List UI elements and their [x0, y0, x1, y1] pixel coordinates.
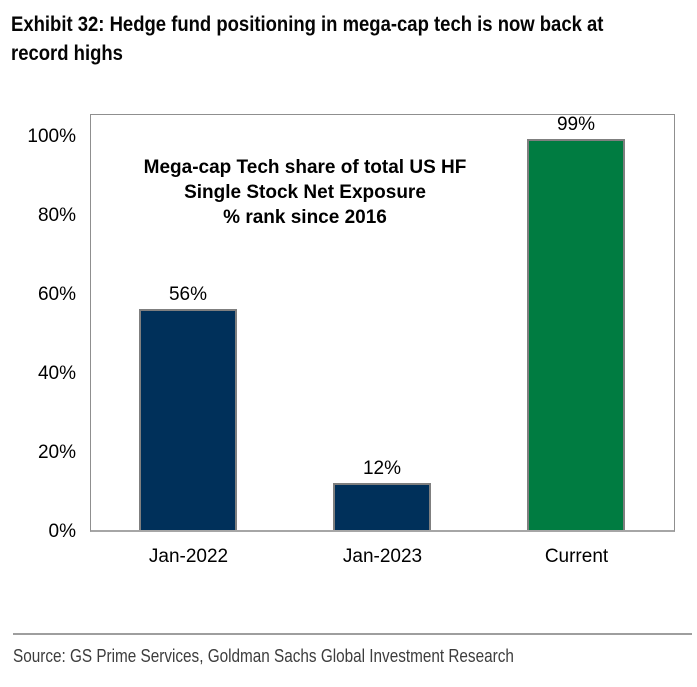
bar-jan-2022 — [139, 308, 237, 530]
exhibit-title: Exhibit 32: Hedge fund positioning in me… — [11, 10, 603, 68]
exhibit-title-line2: record highs — [11, 42, 123, 65]
y-tick-label: 60% — [37, 284, 76, 305]
bar-current — [527, 138, 625, 530]
bar-value-label: 56% — [168, 283, 208, 305]
plot-area: Mega-cap Tech share of total US HF Singl… — [90, 114, 675, 532]
x-axis-label: Jan-2022 — [148, 546, 229, 567]
chart-title-line2: Single Stock Net Exposure — [184, 182, 426, 203]
y-tick-label: 80% — [37, 205, 76, 226]
chart-title-line1: Mega-cap Tech share of total US HF — [143, 157, 467, 178]
bar-value-label: 99% — [556, 113, 596, 135]
exhibit-title-line1: Exhibit 32: Hedge fund positioning in me… — [11, 13, 604, 36]
y-tick-label: 100% — [27, 126, 76, 147]
y-tick-label: 0% — [48, 521, 76, 542]
chart-title-line3: % rank since 2016 — [223, 207, 387, 228]
x-axis-label: Jan-2023 — [342, 546, 423, 567]
bar-value-label: 12% — [362, 457, 402, 479]
x-axis-label: Current — [544, 546, 609, 567]
source-divider — [13, 633, 692, 635]
chart-title: Mega-cap Tech share of total US HF Singl… — [85, 155, 525, 230]
y-tick-label: 40% — [37, 363, 76, 384]
bar-jan-2023 — [333, 482, 431, 530]
source-text: Source: GS Prime Services, Goldman Sachs… — [13, 646, 514, 666]
y-tick-label: 20% — [37, 442, 76, 463]
